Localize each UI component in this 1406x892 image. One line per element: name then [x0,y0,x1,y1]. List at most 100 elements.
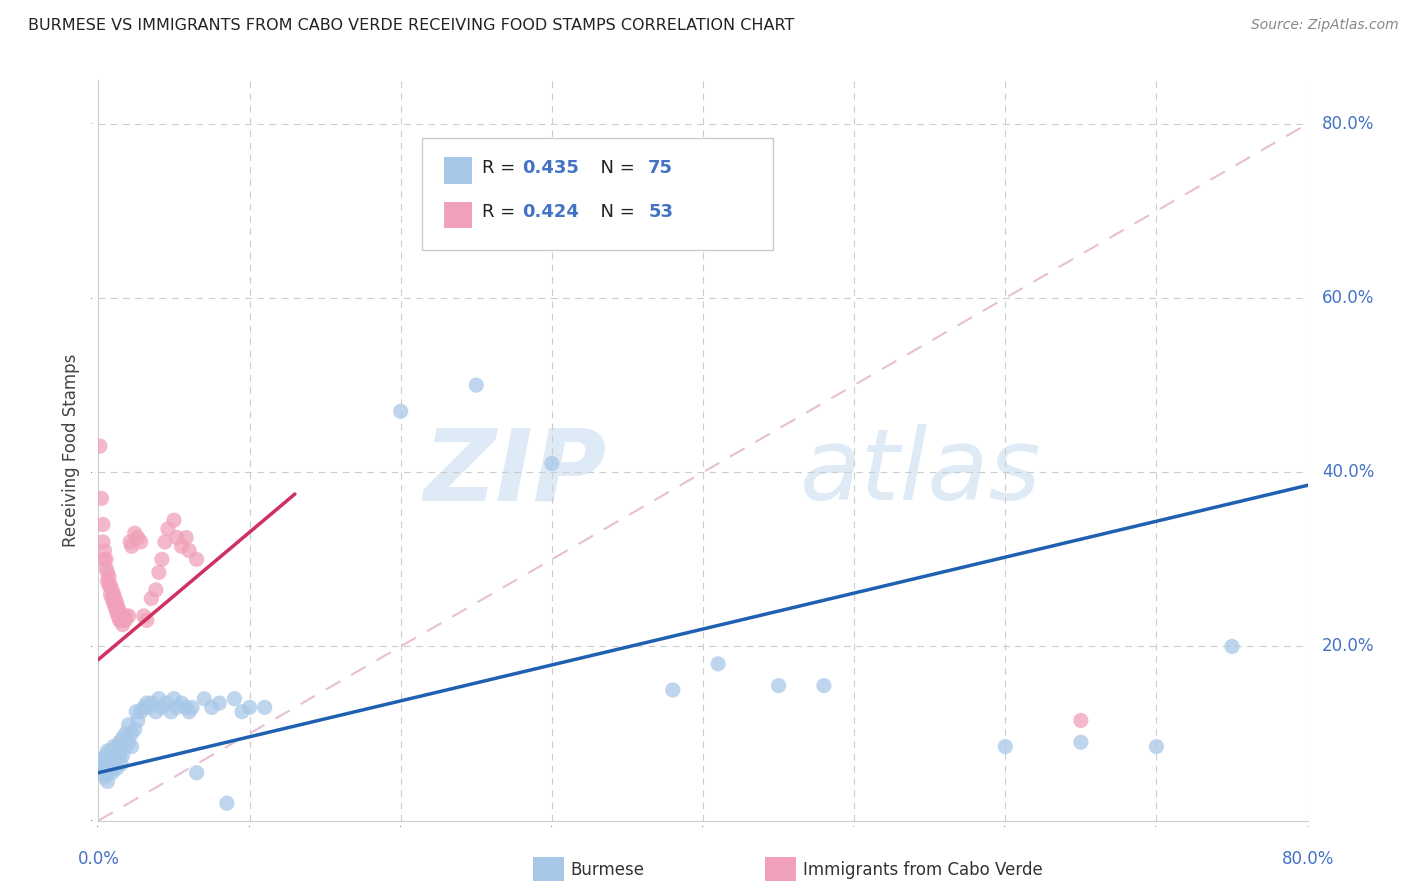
Point [153,535,176,549]
Point [103,757,125,772]
Text: ZIP: ZIP [423,425,606,521]
Point [166,531,188,545]
Point [110,609,132,624]
Point [231,705,253,719]
Point [89,753,111,767]
Point [94,561,117,575]
Point [96,566,118,580]
Point [94,552,117,566]
Point [90,491,112,506]
Point [148,691,170,706]
Point [1220,640,1243,654]
Point [103,596,125,610]
Point [96,574,118,588]
Point [104,600,127,615]
Text: 53: 53 [648,203,673,221]
Point [145,582,167,597]
Point [170,696,193,710]
Text: R =: R = [482,203,522,221]
Point [118,609,141,624]
Point [110,735,132,749]
Point [98,570,121,584]
Point [1070,735,1092,749]
Point [201,700,224,714]
Point [103,587,125,601]
Point [118,735,141,749]
Text: Immigrants from Cabo Verde: Immigrants from Cabo Verde [803,861,1043,879]
Point [93,543,115,558]
Point [98,753,121,767]
Point [96,765,118,780]
Point [135,696,157,710]
Point [105,596,128,610]
Point [105,744,128,758]
Point [707,657,730,671]
Point [104,748,127,763]
Point [1144,739,1167,754]
Point [136,700,159,714]
Point [160,705,183,719]
Point [100,761,122,775]
Point [193,691,215,706]
Text: 0.0%: 0.0% [77,850,120,868]
Point [93,770,115,784]
Point [100,578,122,592]
Point [125,705,148,719]
Point [141,591,163,606]
Point [93,552,115,566]
Point [107,739,129,754]
Point [101,748,124,763]
Point [156,522,179,536]
Point [91,517,114,532]
Point [91,757,114,772]
Point [111,609,134,624]
Text: 60.0%: 60.0% [1322,289,1375,307]
Text: 75: 75 [648,159,673,177]
Text: Burmese: Burmese [571,861,645,879]
Point [121,739,143,754]
Point [118,718,141,732]
Point [127,714,149,728]
Point [132,609,155,624]
Point [174,531,197,545]
Point [98,578,121,592]
Point [103,739,125,754]
Point [135,613,157,627]
Text: atlas: atlas [800,425,1042,521]
Point [208,696,231,710]
Point [1070,714,1092,728]
Point [104,591,127,606]
Point [108,735,131,749]
Text: 20.0%: 20.0% [1322,638,1375,656]
Point [163,513,186,527]
Point [253,700,276,714]
Text: N =: N = [589,203,641,221]
Point [389,404,412,418]
Point [129,535,152,549]
Point [120,535,142,549]
Text: BURMESE VS IMMIGRANTS FROM CABO VERDE RECEIVING FOOD STAMPS CORRELATION CHART: BURMESE VS IMMIGRANTS FROM CABO VERDE RE… [28,18,794,33]
Point [121,539,143,553]
Point [100,587,122,601]
Point [174,700,197,714]
Point [155,696,177,710]
Text: N =: N = [589,159,641,177]
Text: 80.0%: 80.0% [1281,850,1334,868]
Point [101,582,124,597]
Point [100,744,122,758]
Point [661,683,683,698]
Point [110,613,132,627]
Point [101,591,124,606]
Point [163,691,186,706]
Point [107,753,129,767]
Point [239,700,262,714]
Point [994,739,1017,754]
Y-axis label: Receiving Food Stamps: Receiving Food Stamps [62,354,80,547]
Text: 80.0%: 80.0% [1322,115,1375,133]
Point [170,539,193,553]
Point [179,543,201,558]
Point [114,613,136,627]
Point [114,739,136,754]
Point [148,566,170,580]
Point [150,700,173,714]
